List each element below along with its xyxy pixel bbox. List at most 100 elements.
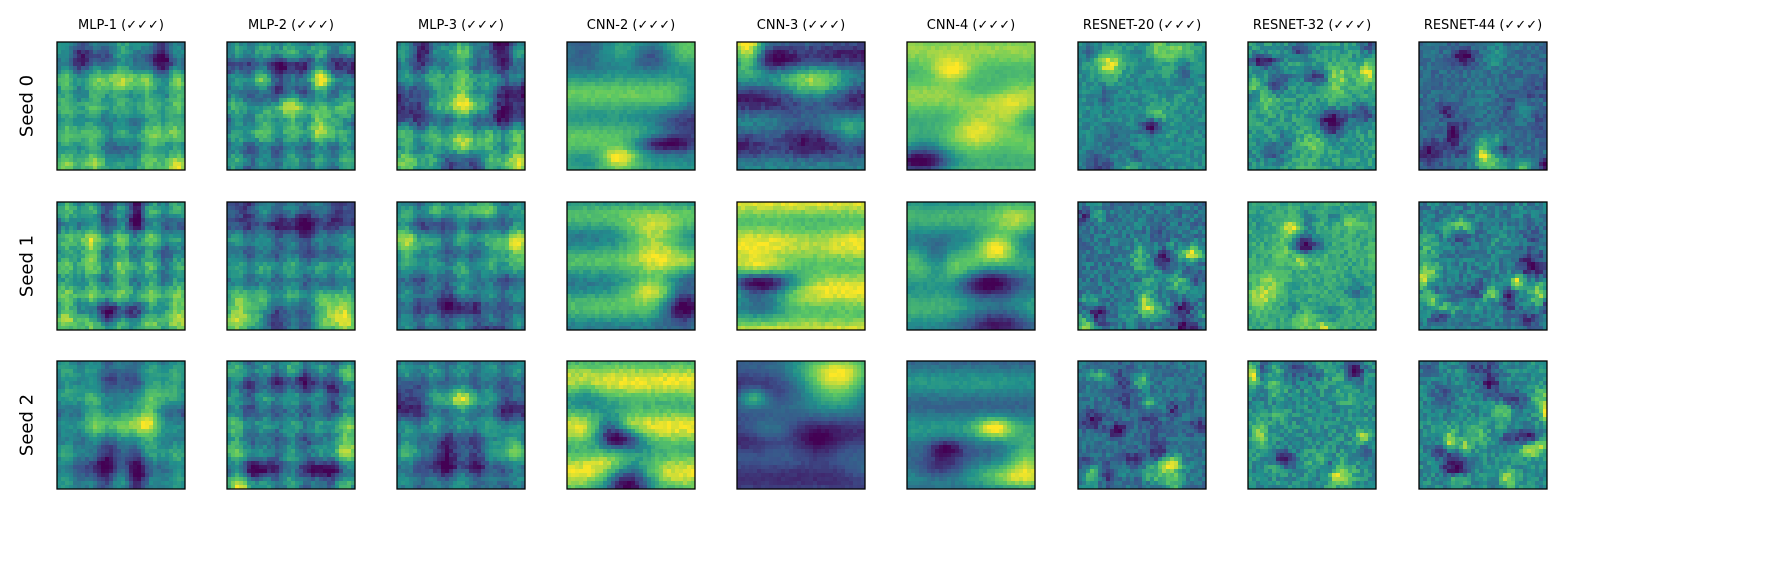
heatmap-cell	[421, 146, 426, 151]
heatmap-cell	[77, 114, 82, 119]
heatmap-cell	[663, 42, 668, 47]
heatmap-cell	[619, 154, 624, 159]
heatmap-cell	[821, 70, 826, 75]
heatmap-cell	[607, 50, 612, 55]
heatmap-cell	[737, 46, 742, 51]
heatmap-cell	[493, 54, 498, 59]
heatmap-cell	[671, 90, 676, 95]
heatmap-cell	[239, 134, 244, 139]
heatmap-cell	[69, 70, 74, 75]
heatmap-cell	[571, 122, 576, 127]
heatmap-cell	[247, 142, 252, 147]
heatmap-cell	[299, 78, 304, 83]
heatmap-cell	[841, 54, 846, 59]
heatmap-cell	[493, 70, 498, 75]
heatmap-cell	[773, 110, 778, 115]
heatmap-cell	[769, 86, 774, 91]
heatmap-cell	[785, 106, 790, 111]
heatmap-cell	[445, 94, 450, 99]
heatmap-cell	[683, 110, 688, 115]
heatmap-cell	[319, 126, 324, 131]
heatmap-cell	[655, 62, 660, 67]
heatmap-cell	[413, 154, 418, 159]
heatmap-cell	[737, 122, 742, 127]
heatmap-cell	[457, 74, 462, 79]
heatmap-cell	[433, 62, 438, 67]
heatmap-cell	[397, 58, 402, 63]
heatmap-cell	[849, 42, 854, 47]
heatmap-cell	[231, 94, 236, 99]
heatmap-cell	[687, 114, 692, 119]
heatmap-cell	[429, 90, 434, 95]
heatmap-cell	[89, 166, 94, 171]
heatmap-cell	[109, 162, 114, 167]
heatmap-cell	[513, 122, 518, 127]
heatmap-cell	[173, 74, 178, 79]
heatmap-cell	[691, 82, 696, 87]
heatmap-cell	[445, 122, 450, 127]
heatmap-cell	[631, 74, 636, 79]
heatmap-cell	[251, 66, 256, 71]
heatmap-cell	[639, 150, 644, 155]
heatmap-cell	[691, 162, 696, 167]
heatmap-cell	[315, 74, 320, 79]
heatmap-cell	[133, 118, 138, 123]
heatmap-cell	[239, 162, 244, 167]
heatmap-cell	[477, 82, 482, 87]
heatmap-cell	[351, 46, 356, 51]
heatmap-cell	[781, 150, 786, 155]
heatmap-cell	[275, 62, 280, 67]
heatmap-cell	[165, 154, 170, 159]
heatmap-cell	[121, 106, 126, 111]
heatmap-cell	[429, 78, 434, 83]
heatmap-cell	[441, 154, 446, 159]
heatmap-cell	[485, 42, 490, 47]
heatmap-cell	[105, 138, 110, 143]
heatmap-cell	[659, 74, 664, 79]
heatmap-cell	[837, 86, 842, 91]
heatmap-cell	[81, 70, 86, 75]
heatmap-cell	[85, 102, 90, 107]
heatmap-cell	[805, 78, 810, 83]
heatmap-cell	[773, 142, 778, 147]
heatmap-cell	[69, 162, 74, 167]
heatmap-cell	[331, 110, 336, 115]
heatmap-cell	[789, 94, 794, 99]
heatmap-cell	[687, 166, 692, 171]
heatmap-cell	[275, 126, 280, 131]
heatmap-cell	[481, 126, 486, 131]
heatmap-cell	[299, 58, 304, 63]
heatmap-cell	[263, 134, 268, 139]
heatmap-cell	[429, 166, 434, 171]
heatmap-cell	[441, 78, 446, 83]
heatmap-cell	[517, 134, 522, 139]
heatmap-cell	[765, 142, 770, 147]
heatmap-cell	[829, 126, 834, 131]
heatmap-cell	[761, 122, 766, 127]
heatmap-cell	[405, 150, 410, 155]
heatmap-cell	[607, 78, 612, 83]
heatmap-cell	[769, 110, 774, 115]
heatmap-cell	[445, 42, 450, 47]
heatmap-cell	[619, 134, 624, 139]
heatmap-cell	[837, 90, 842, 95]
heatmap-cell	[247, 150, 252, 155]
heatmap-cell	[351, 86, 356, 91]
heatmap-cell	[809, 86, 814, 91]
heatmap-cell	[227, 50, 232, 55]
heatmap-cell	[575, 54, 580, 59]
heatmap-cell	[469, 154, 474, 159]
heatmap-cell	[517, 50, 522, 55]
heatmap-cell	[85, 154, 90, 159]
heatmap-cell	[809, 122, 814, 127]
heatmap-cell	[73, 126, 78, 131]
heatmap-cell	[129, 150, 134, 155]
heatmap-cell	[153, 94, 158, 99]
heatmap-cell	[667, 138, 672, 143]
heatmap-cell	[619, 126, 624, 131]
heatmap-cell	[595, 66, 600, 71]
heatmap-cell	[465, 138, 470, 143]
heatmap-cell	[595, 142, 600, 147]
heatmap-cell	[497, 46, 502, 51]
heatmap-cell	[433, 54, 438, 59]
